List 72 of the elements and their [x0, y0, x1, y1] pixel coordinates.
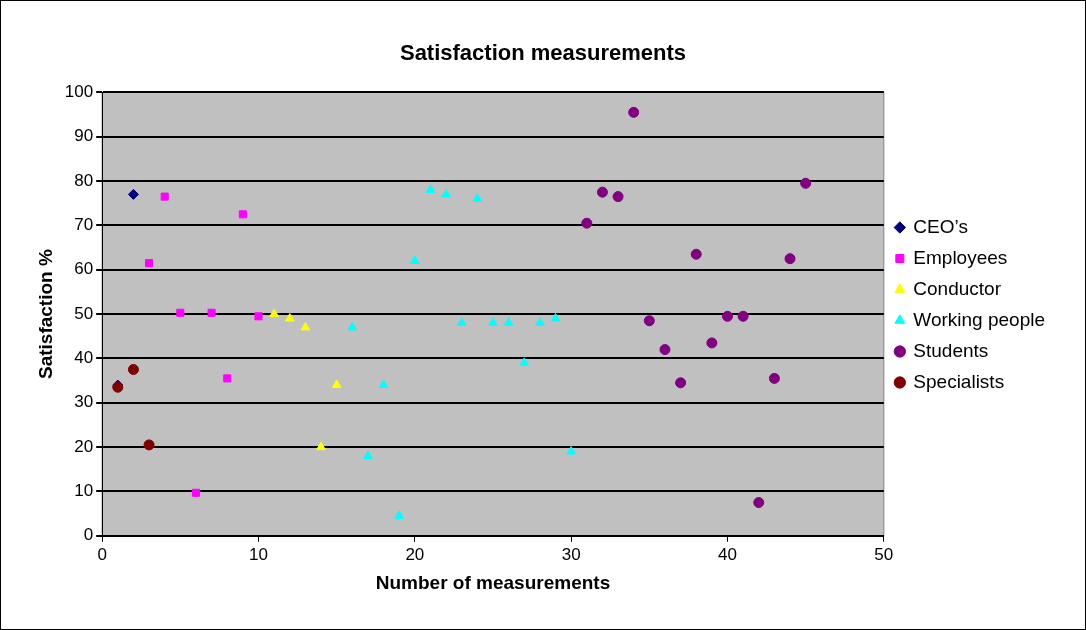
x-tick-label: 20 — [405, 544, 425, 564]
point — [160, 192, 169, 201]
point — [737, 310, 749, 322]
y-tick-label: 40 — [74, 348, 94, 368]
point — [425, 184, 436, 193]
point — [394, 510, 405, 519]
x-tick-label: 0 — [97, 544, 107, 564]
x-tick-label: 30 — [561, 544, 581, 564]
x-tick-label: 50 — [874, 544, 894, 564]
point — [643, 315, 655, 327]
point — [581, 217, 593, 229]
point — [706, 337, 718, 349]
y-tick-label: 70 — [74, 215, 94, 235]
y-tick-label: 60 — [74, 259, 94, 279]
y-tick-label: 10 — [74, 481, 94, 501]
point — [659, 344, 671, 356]
point — [284, 313, 295, 322]
point — [176, 308, 185, 317]
point — [269, 308, 279, 318]
point — [503, 317, 514, 326]
point — [721, 310, 733, 322]
point — [331, 379, 342, 389]
x-axis-title: Number of measurements — [375, 571, 611, 593]
point — [472, 193, 483, 202]
chart-title: Satisfaction measurements — [399, 40, 687, 66]
point — [207, 308, 216, 317]
legend-label: Students — [913, 339, 989, 361]
y-tick-label: 80 — [74, 170, 94, 190]
point — [441, 188, 451, 198]
point — [191, 488, 200, 497]
point — [127, 188, 139, 200]
point — [784, 253, 796, 265]
point — [254, 312, 263, 321]
point — [690, 248, 702, 260]
point — [768, 372, 780, 384]
point — [143, 439, 155, 451]
point — [800, 177, 812, 189]
legend-label: Working people — [913, 308, 1046, 330]
point — [566, 446, 576, 455]
y-tick-label: 100 — [64, 82, 94, 102]
point — [628, 106, 640, 118]
legend-label: Conductor — [913, 277, 1002, 299]
point — [238, 210, 247, 219]
point — [488, 317, 498, 326]
point — [347, 321, 358, 331]
point — [550, 313, 561, 322]
point — [363, 450, 373, 459]
y-tick-label: 90 — [74, 126, 94, 146]
point — [612, 191, 624, 203]
point — [675, 377, 687, 389]
point — [300, 321, 311, 331]
x-tick-label: 10 — [249, 544, 268, 564]
point — [519, 357, 530, 366]
point — [753, 497, 765, 509]
point — [127, 364, 139, 376]
y-tick-label: 20 — [74, 436, 94, 456]
y-tick-label: 30 — [74, 392, 94, 412]
legend-label: CEO’s — [913, 215, 968, 237]
y-tick-label: 50 — [74, 303, 94, 323]
legend-label: Employees — [913, 246, 1008, 268]
point — [456, 317, 467, 326]
point — [535, 317, 545, 326]
y-axis-title: Satisfaction % — [34, 249, 56, 380]
point — [316, 441, 326, 451]
point — [410, 255, 420, 264]
y-tick-label: 0 — [83, 525, 94, 545]
point — [223, 374, 232, 383]
point — [378, 379, 389, 389]
point — [596, 186, 608, 198]
legend-label: Specialists — [913, 370, 1005, 392]
point — [145, 259, 154, 268]
x-tick-label: 40 — [718, 544, 737, 564]
